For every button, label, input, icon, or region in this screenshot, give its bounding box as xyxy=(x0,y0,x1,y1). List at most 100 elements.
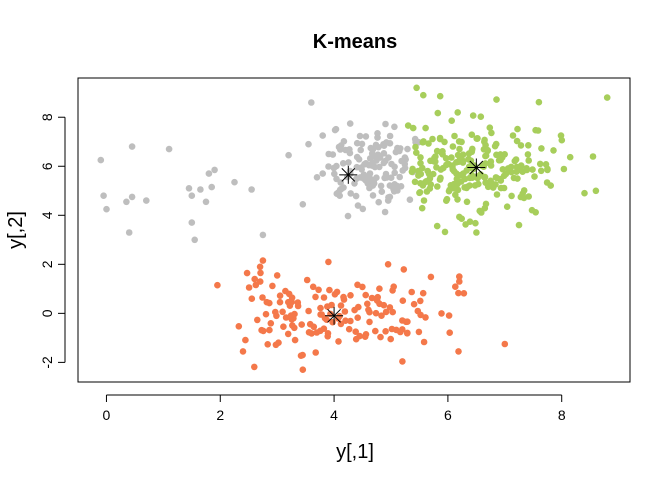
cluster-3-point xyxy=(425,170,433,178)
cluster-1-point xyxy=(355,303,362,311)
cluster-1-point xyxy=(400,266,408,273)
cluster-2-point xyxy=(372,141,380,149)
cluster-center-2 xyxy=(339,165,358,184)
cluster-2-point xyxy=(386,132,394,140)
cluster-3-point xyxy=(543,179,551,186)
cluster-1-point xyxy=(320,294,328,301)
cluster-1-point xyxy=(345,325,353,333)
cluster-3-point xyxy=(474,135,481,142)
cluster-2-point xyxy=(188,219,196,226)
cluster-1-point xyxy=(239,348,247,355)
cluster-3-point xyxy=(439,148,446,155)
cluster-1-point xyxy=(291,336,299,344)
cluster-3-point xyxy=(434,183,441,190)
cluster-3-point xyxy=(476,207,484,215)
cluster-1-point xyxy=(445,312,453,319)
cluster-1-point xyxy=(325,258,332,266)
cluster-3-point xyxy=(404,122,412,129)
cluster-1-point xyxy=(260,327,267,335)
cluster-3-point xyxy=(421,178,429,186)
cluster-1-point xyxy=(366,308,373,316)
cluster-1-point xyxy=(326,286,333,294)
cluster-1-point xyxy=(267,320,275,327)
cluster-3-point xyxy=(457,171,465,179)
cluster-1-point xyxy=(420,338,428,346)
cluster-3-point xyxy=(535,98,543,106)
cluster-2-point xyxy=(188,192,196,199)
cluster-1-point xyxy=(455,289,462,297)
cluster-2-point xyxy=(197,186,204,193)
cluster-1-point xyxy=(438,310,445,317)
centers-layer xyxy=(325,158,486,325)
cluster-2-point xyxy=(205,170,213,177)
x-axis-label: y[,1] xyxy=(336,441,374,463)
cluster-center-1 xyxy=(325,306,344,325)
cluster-1-point xyxy=(388,325,396,333)
cluster-1-point xyxy=(408,288,416,296)
cluster-1-point xyxy=(337,302,345,309)
cluster-2-point xyxy=(248,186,255,193)
cluster-2-point xyxy=(391,123,398,131)
cluster-3-point xyxy=(463,198,471,206)
cluster-1-point xyxy=(264,341,272,348)
cluster-2-point xyxy=(331,170,338,178)
cluster-3-point xyxy=(537,167,545,175)
cluster-1-point xyxy=(294,299,302,306)
cluster-1-point xyxy=(253,316,261,324)
cluster-2-point xyxy=(344,212,352,220)
cluster-3-point xyxy=(534,127,542,134)
cluster-1-point xyxy=(257,269,264,277)
cluster-2-point xyxy=(359,205,367,213)
y-tick-label: 2 xyxy=(39,260,55,268)
cluster-3-point xyxy=(469,112,477,119)
cluster-1-point xyxy=(276,292,284,300)
cluster-2-point xyxy=(143,197,150,204)
cluster-3-point xyxy=(508,192,515,200)
cluster-3-point xyxy=(499,166,507,173)
cluster-1-point xyxy=(214,281,221,289)
cluster-1-point xyxy=(248,295,256,303)
cluster-3-point xyxy=(433,164,440,171)
cluster-1-point xyxy=(259,294,266,301)
cluster-3-point xyxy=(411,178,419,186)
cluster-2-point xyxy=(386,140,394,147)
cluster-3-point xyxy=(517,142,525,149)
cluster-1-point xyxy=(298,321,306,328)
y-tick-label: 4 xyxy=(39,211,55,219)
cluster-3-point xyxy=(481,136,488,144)
cluster-2-point xyxy=(358,166,366,173)
cluster-2-point xyxy=(100,192,107,199)
cluster-3-point xyxy=(528,206,536,214)
cluster-2-point xyxy=(375,198,383,206)
cluster-1-point xyxy=(303,276,311,284)
cluster-1-point xyxy=(308,330,315,337)
cluster-1-point xyxy=(285,298,292,306)
cluster-1-point xyxy=(256,263,264,271)
cluster-2-point xyxy=(406,196,414,203)
cluster-1-point xyxy=(410,300,418,308)
cluster-3-point xyxy=(419,139,427,146)
cluster-2-point xyxy=(401,154,409,161)
cluster-3-point xyxy=(433,147,441,155)
cluster-3-point xyxy=(468,171,476,179)
cluster-1-point xyxy=(354,314,362,322)
cluster-3-point xyxy=(414,167,422,175)
cluster-2-point xyxy=(345,159,352,166)
cluster-3-point xyxy=(493,174,500,182)
cluster-2-point xyxy=(331,126,339,134)
cluster-2-point xyxy=(356,132,364,140)
cluster-3-point xyxy=(413,84,420,92)
cluster-3-point xyxy=(524,151,532,158)
cluster-3-point xyxy=(412,143,419,151)
cluster-2-point xyxy=(368,162,376,169)
cluster-1-point xyxy=(362,291,370,299)
cluster-1-point xyxy=(335,338,342,345)
cluster-1-point xyxy=(331,291,339,298)
cluster-1-point xyxy=(389,308,397,316)
cluster-3-point xyxy=(475,180,482,188)
cluster-center-3 xyxy=(467,158,486,177)
cluster-2-point xyxy=(354,202,362,209)
cluster-1-point xyxy=(377,333,384,341)
cluster-3-point xyxy=(468,131,476,138)
cluster-3-point xyxy=(468,148,476,156)
